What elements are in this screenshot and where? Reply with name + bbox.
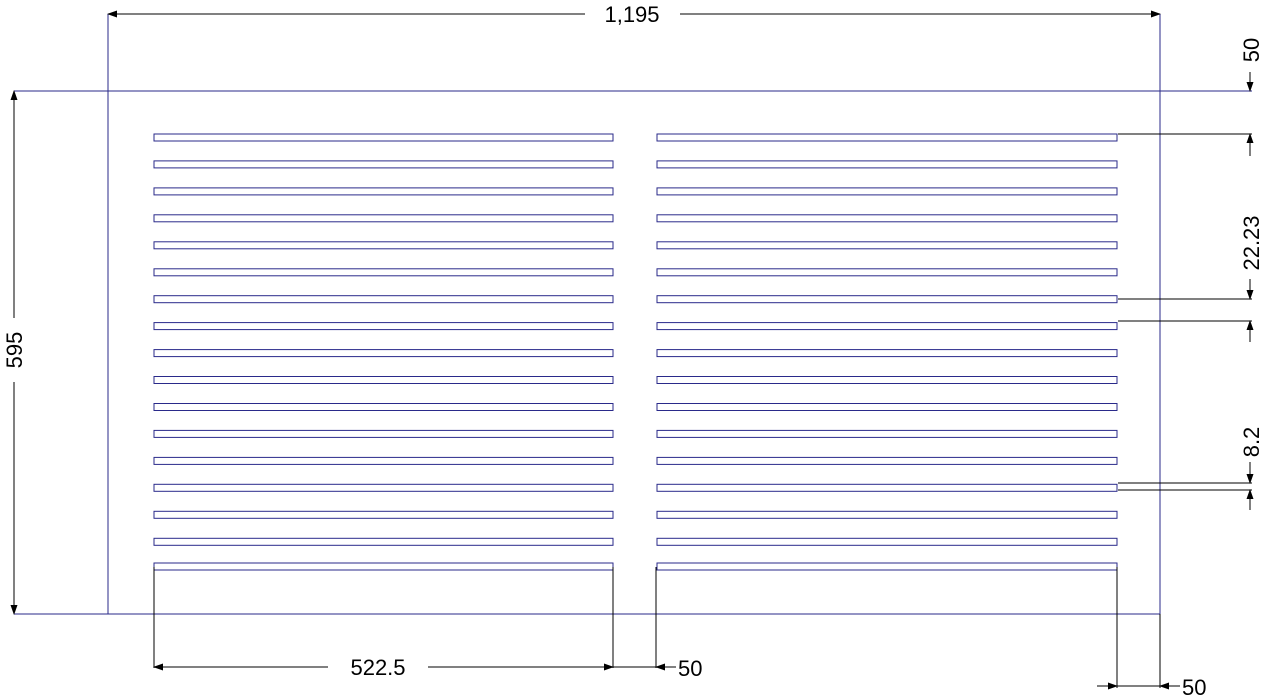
dimension-label-overall-width: 1,195 [604, 2, 659, 27]
dimension-center-gap: 50 [613, 656, 702, 681]
dimension-label-slot-pitch: 22.23 [1239, 215, 1264, 270]
extension-lines [153, 133, 1252, 688]
dimension-label-top-margin: 50 [1239, 38, 1264, 62]
slot [153, 510, 614, 519]
slot [153, 133, 614, 142]
slot [153, 403, 614, 411]
slot [153, 537, 614, 546]
slot-grid [153, 133, 1118, 571]
slot [153, 160, 614, 169]
slot [153, 187, 614, 196]
dimension-overall-width: 1,195 [107, 2, 1161, 27]
slot [153, 456, 614, 465]
dimension-label-slot-height: 8.2 [1239, 427, 1264, 458]
slot [656, 214, 1118, 223]
slot [656, 268, 1118, 277]
slot [656, 403, 1118, 411]
dimension-top-margin: 50 [1239, 38, 1264, 156]
dimension-label-overall-height: 595 [2, 332, 27, 369]
dimension-slot-height: 8.2 [1239, 427, 1264, 510]
dimension-side-margin: 50 [1097, 675, 1206, 699]
slot [656, 483, 1118, 492]
dimension-overall-height: 595 [2, 90, 27, 615]
slot [656, 510, 1118, 519]
slot [153, 562, 614, 571]
slot [656, 241, 1118, 250]
dimension-label-slot-width: 522.5 [350, 655, 405, 680]
slot [153, 349, 614, 358]
slot [656, 537, 1118, 546]
slot [656, 456, 1118, 465]
slot [656, 295, 1118, 304]
slot [656, 322, 1118, 331]
slot [656, 376, 1118, 384]
slot [153, 268, 614, 277]
slot [656, 133, 1118, 142]
slot [656, 187, 1118, 196]
dimension-label-center-gap: 50 [678, 656, 702, 681]
slot [153, 295, 614, 304]
slot [153, 376, 614, 384]
dimension-label-side-margin: 50 [1182, 675, 1206, 699]
slot [153, 322, 614, 331]
slot [656, 160, 1118, 169]
slot [656, 562, 1118, 571]
dimension-slot-pitch: 22.23 [1239, 215, 1264, 342]
slot [153, 214, 614, 223]
panel-outline [14, 14, 1252, 615]
slot [656, 429, 1118, 438]
dimension-slot-width: 522.5 [153, 655, 614, 680]
slot [153, 429, 614, 438]
slot [153, 241, 614, 250]
slot [153, 483, 614, 492]
slot [656, 349, 1118, 358]
